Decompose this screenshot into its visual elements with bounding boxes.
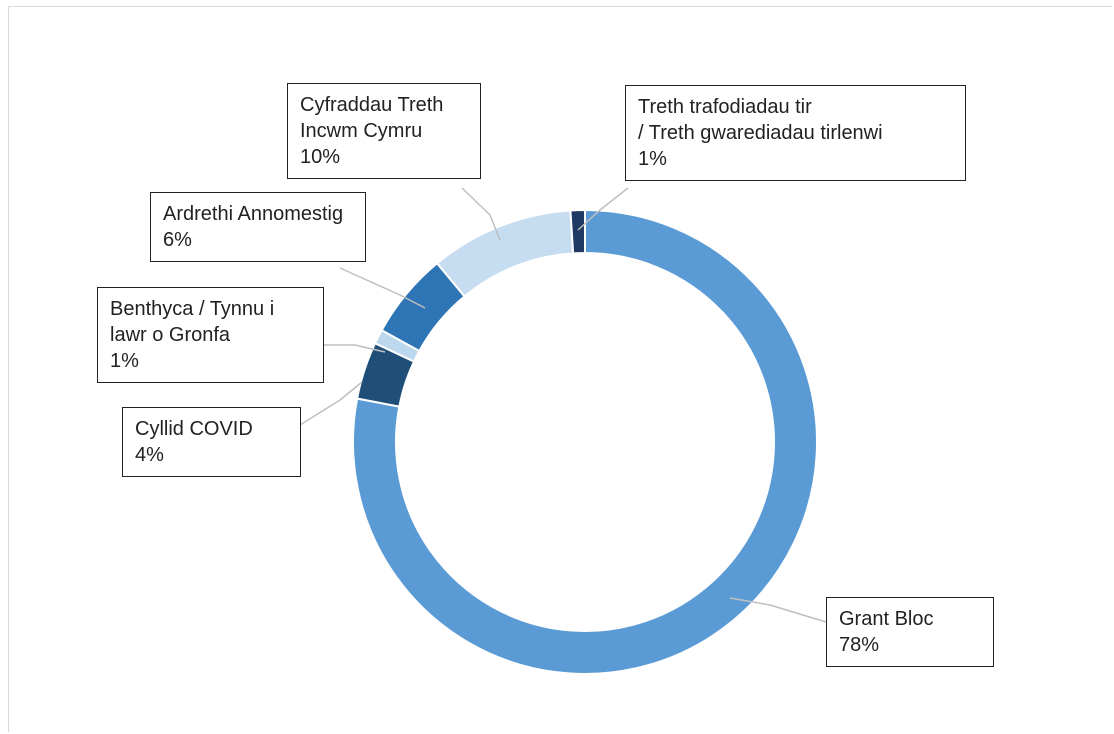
value-label: 1% — [638, 148, 667, 170]
category-name: Grant Bloc — [839, 608, 934, 630]
leader-line — [339, 267, 426, 309]
value-label: 1% — [110, 350, 139, 372]
leader-line — [299, 381, 363, 426]
category-name: Cyllid COVID — [135, 418, 253, 440]
category-name: Treth trafodiadau tir / Treth gwarediada… — [638, 96, 883, 144]
leader-line — [324, 344, 386, 353]
leader-line — [461, 187, 501, 241]
donut-segment — [352, 208, 818, 675]
category-name: Cyfraddau Treth Incwm Cymru — [300, 94, 444, 142]
data-label: Treth trafodiadau tir / Treth gwarediada… — [625, 85, 966, 181]
leader-line — [577, 187, 629, 231]
value-label: 6% — [163, 229, 192, 251]
value-label: 4% — [135, 444, 164, 466]
data-label: Cyllid COVID 4% — [122, 407, 301, 477]
donut-segment — [569, 208, 586, 255]
value-label: 10% — [300, 146, 341, 168]
value-label: 78% — [839, 634, 880, 656]
data-label: Ardrethi Annomestig 6% — [150, 192, 366, 262]
data-label: Grant Bloc 78% — [826, 597, 994, 667]
donut-segment — [435, 209, 575, 298]
category-name: Benthyca / Tynnu i lawr o Gronfa — [110, 298, 275, 346]
data-label: Cyfraddau Treth Incwm Cymru 10% — [287, 83, 481, 179]
category-name: Ardrethi Annomestig — [163, 203, 344, 225]
data-label: Benthyca / Tynnu i lawr o Gronfa 1% — [97, 287, 324, 383]
leader-line — [729, 597, 827, 623]
chart-frame — [8, 6, 1112, 732]
